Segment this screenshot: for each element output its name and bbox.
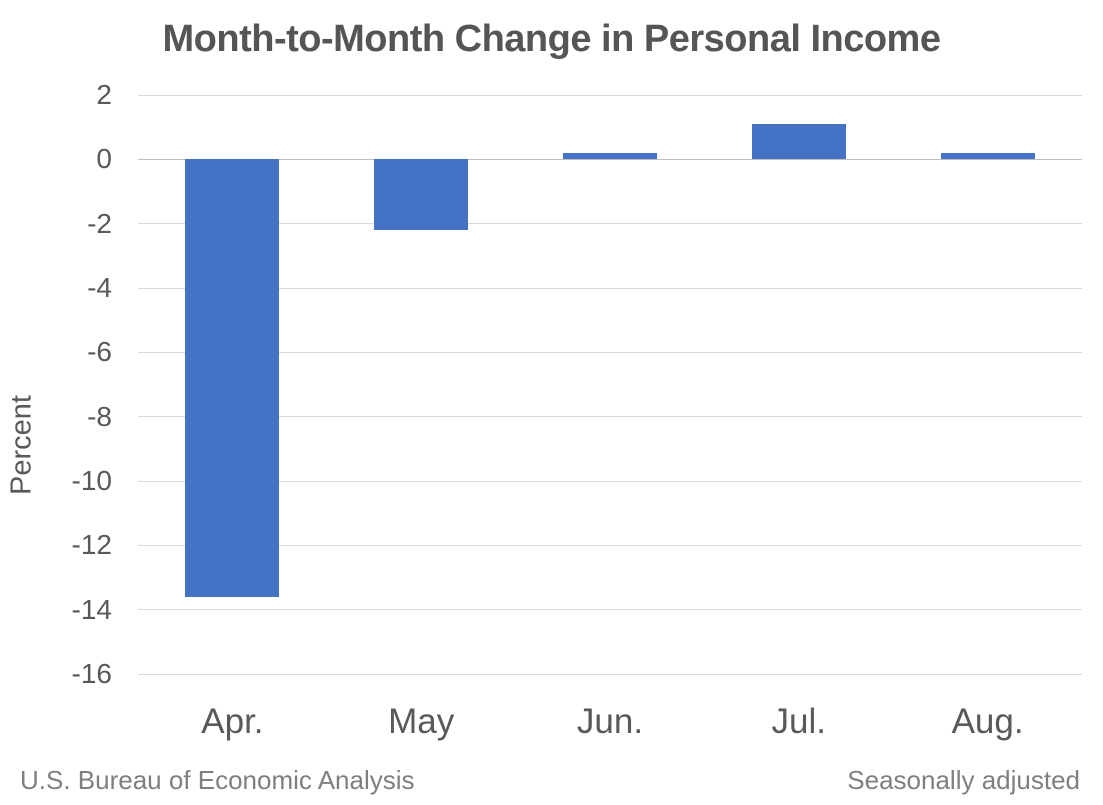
- bar-jun: [563, 152, 657, 160]
- y-tick-label: -6: [87, 336, 112, 368]
- bar-aug: [940, 152, 1035, 160]
- gridline: [138, 94, 1082, 96]
- y-tick-label: -10: [71, 465, 112, 496]
- source-note: U.S. Bureau of Economic Analysis: [20, 765, 415, 795]
- y-tick-label: -12: [71, 529, 112, 561]
- gridline: [138, 223, 1082, 225]
- x-category-label: Apr.: [201, 702, 264, 741]
- gridline: [138, 416, 1082, 418]
- bar-jul: [751, 123, 846, 160]
- y-tick-label: -8: [87, 400, 112, 432]
- bar-may: [374, 159, 469, 231]
- x-category-label: Aug.: [951, 702, 1024, 741]
- gridline: [138, 351, 1082, 353]
- gridline: [138, 609, 1082, 611]
- y-tick-label: -4: [87, 272, 112, 303]
- x-category-label: Jul.: [771, 702, 827, 741]
- gridline: [138, 673, 1082, 675]
- y-tick-label: 2: [96, 79, 112, 110]
- zero-axis-line: [138, 158, 1082, 160]
- bar-apr: [185, 159, 280, 597]
- gridline: [138, 480, 1082, 482]
- x-category-label: Jun.: [576, 702, 644, 741]
- chart-title: Month-to-Month Change in Personal Income: [162, 18, 941, 60]
- y-tick-label: -2: [87, 207, 112, 239]
- gridline: [138, 544, 1082, 546]
- y-tick-label: -16: [71, 658, 112, 689]
- plot-area: [138, 94, 1082, 675]
- x-category-label: May: [388, 702, 455, 741]
- adjustment-note: Seasonally adjusted: [847, 765, 1080, 795]
- y-tick-label: 0: [96, 143, 112, 175]
- y-tick-label: -14: [71, 593, 112, 625]
- gridline: [138, 287, 1082, 289]
